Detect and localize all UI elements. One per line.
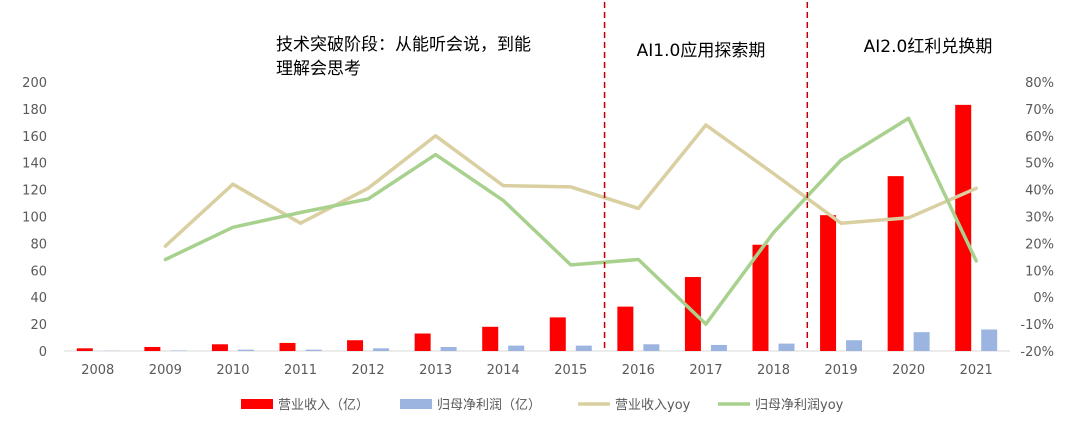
- x-tick-label: 2018: [757, 363, 790, 378]
- right-tick-label: 50%: [1025, 157, 1054, 172]
- right-tick-label: 10%: [1025, 264, 1054, 279]
- left-tick-label: 180: [22, 103, 47, 118]
- lines-layer: [163, 116, 978, 326]
- phase-annotation-3: AI2.0红利兑换期: [864, 37, 993, 57]
- revenue-bar: [617, 306, 634, 351]
- legend-label: 归母净利润（亿）: [437, 398, 541, 413]
- net-profit-bar: [373, 348, 390, 351]
- x-tick-label: 2008: [81, 363, 114, 378]
- right-axis-ticks: -20% -10% 0% 10% 20% 30% 40% 50% 60% 70% 80%: [1020, 76, 1054, 360]
- phase-annotation-1: 理解会思考: [276, 59, 361, 79]
- x-tick-label: 2016: [622, 363, 655, 378]
- left-tick-label: 20: [30, 318, 47, 333]
- legend-swatch-bar: [241, 399, 273, 409]
- bars-layer: [76, 104, 998, 352]
- x-tick-label: 2015: [554, 363, 587, 378]
- revenue-bar: [820, 215, 837, 351]
- x-tick-label: 2014: [487, 363, 520, 378]
- phase-annotation-2: AI1.0应用探索期: [637, 41, 766, 61]
- revenue-bar: [549, 317, 566, 351]
- net-profit-bar: [643, 344, 660, 351]
- x-tick-label: 2012: [352, 363, 385, 378]
- legend-label: 营业收入yoy: [615, 398, 691, 413]
- right-tick-label: -10%: [1020, 318, 1054, 333]
- left-tick-label: 0: [39, 345, 47, 360]
- net-profit-bar: [575, 345, 592, 351]
- net-profit-bar: [778, 343, 795, 351]
- x-tick-label: 2019: [825, 363, 858, 378]
- x-tick-label: 2010: [216, 363, 249, 378]
- revenue-bar: [482, 326, 499, 351]
- revenue-bar: [752, 244, 769, 351]
- revenue-bar: [76, 348, 93, 351]
- net-profit-bar: [710, 344, 727, 351]
- left-tick-label: 100: [22, 211, 47, 226]
- revenue-bar: [955, 104, 972, 352]
- revenue-bar: [144, 346, 161, 351]
- right-tick-label: -20%: [1020, 345, 1054, 360]
- net-profit-bar: [508, 345, 525, 351]
- x-tick-label: 2017: [689, 363, 722, 378]
- left-tick-label: 40: [30, 291, 47, 306]
- net-profit-yoy-line: [163, 116, 978, 326]
- x-axis-ticks: 2008 2009 2010 2011 2012 2013 2014 2015 2016 2017…: [81, 363, 993, 378]
- phase-dividers: [603, 2, 809, 351]
- net-profit-bar: [440, 346, 457, 351]
- left-tick-label: 140: [22, 157, 47, 172]
- net-profit-bar: [913, 332, 930, 351]
- legend: 营业收入（亿） 归母净利润（亿） 营业收入yoy 归母净利润yoy: [241, 398, 844, 413]
- left-tick-label: 80: [30, 237, 47, 252]
- revenue-bar: [414, 333, 431, 351]
- legend-label: 营业收入（亿）: [278, 398, 369, 413]
- right-tick-label: 0%: [1033, 291, 1054, 306]
- revenue-yoy-line: [163, 123, 978, 248]
- legend-label: 归母净利润yoy: [755, 398, 844, 413]
- right-tick-label: 30%: [1025, 211, 1054, 226]
- right-tick-label: 20%: [1025, 237, 1054, 252]
- revenue-bar: [211, 344, 228, 351]
- right-tick-label: 60%: [1025, 130, 1054, 145]
- revenue-bar: [279, 342, 296, 351]
- x-tick-label: 2009: [149, 363, 182, 378]
- revenue-bar: [887, 176, 904, 351]
- right-tick-label: 80%: [1025, 76, 1054, 91]
- left-tick-label: 120: [22, 184, 47, 199]
- legend-swatch-bar: [400, 399, 432, 409]
- phase-annotation-1: 技术突破阶段：从能听会说，到能: [276, 35, 531, 55]
- x-tick-label: 2011: [284, 363, 317, 378]
- left-tick-label: 200: [22, 76, 47, 91]
- x-tick-label: 2013: [419, 363, 452, 378]
- right-tick-label: 40%: [1025, 184, 1054, 199]
- right-tick-label: 70%: [1025, 103, 1054, 118]
- net-profit-bar: [981, 329, 998, 351]
- left-tick-label: 60: [30, 264, 47, 279]
- net-profit-bar: [237, 349, 254, 351]
- net-profit-bar: [170, 350, 187, 351]
- left-axis-ticks: 0 20 40 60 80 100 120 140 160 180 200: [22, 76, 47, 360]
- x-tick-label: 2021: [960, 363, 993, 378]
- net-profit-bar: [305, 349, 322, 351]
- x-tick-label: 2020: [892, 363, 925, 378]
- left-tick-label: 160: [22, 130, 47, 145]
- revenue-bar: [347, 340, 364, 351]
- net-profit-bar: [846, 340, 863, 351]
